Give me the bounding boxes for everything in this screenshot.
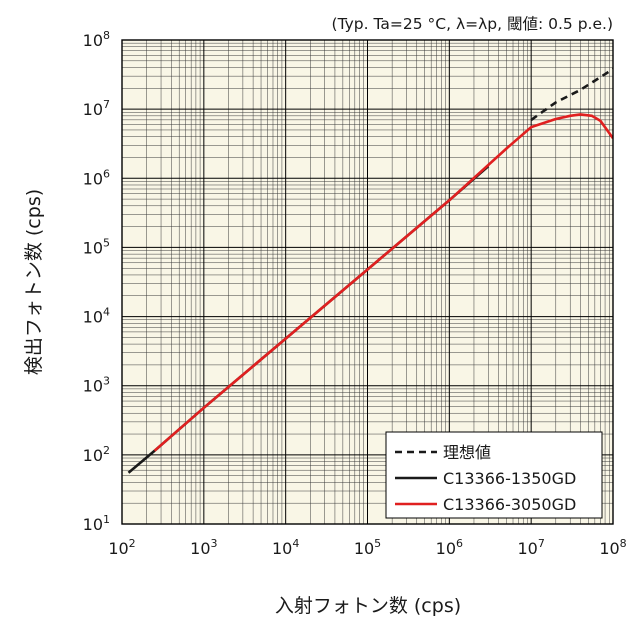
x-tick-label: 108 bbox=[599, 537, 626, 558]
series-layer bbox=[127, 68, 613, 474]
x-tick-label: 107 bbox=[517, 537, 544, 558]
y-tick-label: 103 bbox=[83, 375, 110, 396]
chart-note: (Typ. Ta=25 °C, λ=λp, 閾値: 0.5 p.e.) bbox=[332, 15, 613, 33]
y-tick-label: 104 bbox=[83, 306, 110, 327]
y-tick-label: 102 bbox=[83, 444, 110, 465]
y-tick-label: 105 bbox=[83, 236, 110, 257]
legend-items: 理想値 C13366-1350GD C13366-3050GD bbox=[395, 443, 576, 514]
x-axis-label: 入射フォトン数 (cps) bbox=[275, 595, 461, 617]
series-line-3 bbox=[153, 113, 613, 452]
y-tick-label: 107 bbox=[83, 98, 110, 119]
legend: 理想値 C13366-1350GD C13366-3050GD bbox=[385, 431, 603, 519]
y-axis-label: 検出フォトン数 (cps) bbox=[23, 189, 45, 375]
plot-frame bbox=[121, 39, 614, 525]
series-line-1 bbox=[530, 68, 613, 121]
y-tick-label: 108 bbox=[83, 29, 110, 50]
x-axis-ticks: 102 103 104 105 106 107 108 bbox=[108, 537, 626, 558]
x-tick-label: 102 bbox=[108, 537, 135, 558]
x-tick-label: 103 bbox=[190, 537, 217, 558]
x-tick-label: 105 bbox=[354, 537, 381, 558]
legend-label: 理想値 bbox=[443, 443, 491, 462]
legend-label: C13366-1350GD bbox=[443, 469, 576, 488]
y-axis-ticks: 101 102 103 104 105 106 107 108 bbox=[83, 29, 110, 534]
y-tick-label: 106 bbox=[83, 167, 110, 188]
x-tick-label: 106 bbox=[436, 537, 463, 558]
legend-label: C13366-3050GD bbox=[443, 495, 576, 514]
y-tick-label: 101 bbox=[83, 513, 110, 534]
x-tick-label: 104 bbox=[272, 537, 299, 558]
